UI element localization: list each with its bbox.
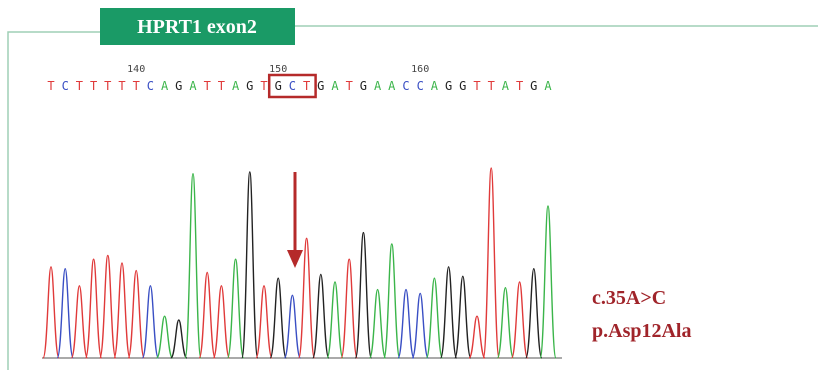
- arrow-head: [287, 250, 303, 268]
- base-letter: T: [473, 79, 480, 93]
- frame: [8, 26, 818, 370]
- base-letter: T: [346, 79, 353, 93]
- base-letter: T: [104, 79, 111, 93]
- base-letter: T: [133, 79, 140, 93]
- base-letter: A: [232, 79, 240, 93]
- peak: [256, 286, 272, 358]
- peak: [398, 290, 414, 358]
- base-letter: G: [459, 79, 466, 93]
- peak: [71, 286, 87, 358]
- position-label: 160: [411, 64, 429, 75]
- peak: [157, 316, 173, 358]
- base-letter: T: [488, 79, 495, 93]
- peak: [540, 206, 556, 358]
- position-label: 140: [127, 64, 145, 75]
- base-letter: A: [331, 79, 339, 93]
- base-letter: A: [431, 79, 439, 93]
- peak: [57, 269, 73, 358]
- peak: [483, 168, 499, 358]
- base-letter: G: [317, 79, 324, 93]
- base-letter: T: [516, 79, 523, 93]
- position-label: 150: [269, 64, 287, 75]
- base-letter: T: [76, 79, 83, 93]
- peak: [469, 316, 485, 358]
- peak: [185, 174, 201, 358]
- peak: [526, 269, 542, 358]
- peak: [412, 293, 428, 358]
- peak: [86, 259, 102, 358]
- mutation-cdna: c.35A>C: [592, 287, 666, 309]
- base-letter: G: [530, 79, 537, 93]
- base-letter: T: [47, 79, 54, 93]
- base-letter: T: [303, 79, 310, 93]
- peak: [441, 267, 457, 358]
- peak: [299, 238, 315, 358]
- base-letter: T: [260, 79, 267, 93]
- peak: [142, 286, 158, 358]
- peak: [284, 295, 300, 358]
- base-letter: T: [118, 79, 125, 93]
- base-letter: T: [90, 79, 97, 93]
- peak: [213, 286, 229, 358]
- peak: [242, 172, 258, 358]
- peak: [114, 263, 130, 358]
- peak: [100, 255, 116, 358]
- chromatogram: [43, 168, 556, 358]
- peak: [370, 290, 386, 358]
- base-letter: G: [360, 79, 367, 93]
- peak: [497, 288, 513, 358]
- peak: [426, 278, 442, 358]
- base-letter: C: [62, 79, 69, 93]
- peak: [128, 271, 144, 358]
- title: HPRT1 exon2: [137, 16, 257, 38]
- base-letter: T: [204, 79, 211, 93]
- base-letter: C: [289, 79, 296, 93]
- base-letter: A: [544, 79, 552, 93]
- base-letter: C: [402, 79, 409, 93]
- peak: [199, 273, 215, 359]
- peak: [512, 282, 528, 358]
- peak: [171, 320, 187, 358]
- peak: [341, 259, 357, 358]
- base-letter: A: [502, 79, 510, 93]
- peak: [270, 278, 286, 358]
- base-letter: A: [388, 79, 396, 93]
- peak: [455, 276, 471, 358]
- peak: [355, 233, 371, 358]
- base-letter: G: [246, 79, 253, 93]
- base-letter: A: [161, 79, 169, 93]
- base-letter: C: [147, 79, 154, 93]
- base-letter: A: [189, 79, 197, 93]
- mutation-protein: p.Asp12Ala: [592, 320, 691, 342]
- base-letter: G: [445, 79, 452, 93]
- base-letter: C: [417, 79, 424, 93]
- peak: [313, 274, 329, 358]
- peak: [384, 244, 400, 358]
- base-letter: A: [374, 79, 382, 93]
- figure: HPRT1 exon2 c.35A>C p.Asp12Ala TCTTTTTCA…: [0, 0, 818, 380]
- base-letter: G: [275, 79, 282, 93]
- peak: [43, 267, 59, 358]
- base-letter: G: [175, 79, 182, 93]
- peak: [327, 282, 343, 358]
- peak: [228, 259, 244, 358]
- base-letter: T: [218, 79, 225, 93]
